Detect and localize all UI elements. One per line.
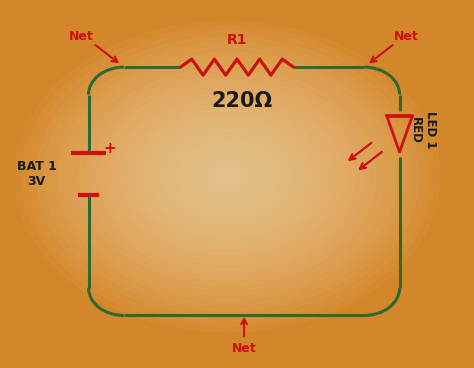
Text: Net: Net: [69, 29, 94, 43]
Text: Net: Net: [394, 29, 419, 43]
Text: R1: R1: [227, 33, 247, 47]
Text: BAT 1
3V: BAT 1 3V: [17, 160, 57, 188]
Text: LED 1
RED: LED 1 RED: [409, 112, 437, 149]
Text: Net: Net: [232, 342, 256, 355]
Text: +: +: [103, 141, 116, 156]
Text: 220Ω: 220Ω: [211, 91, 273, 111]
